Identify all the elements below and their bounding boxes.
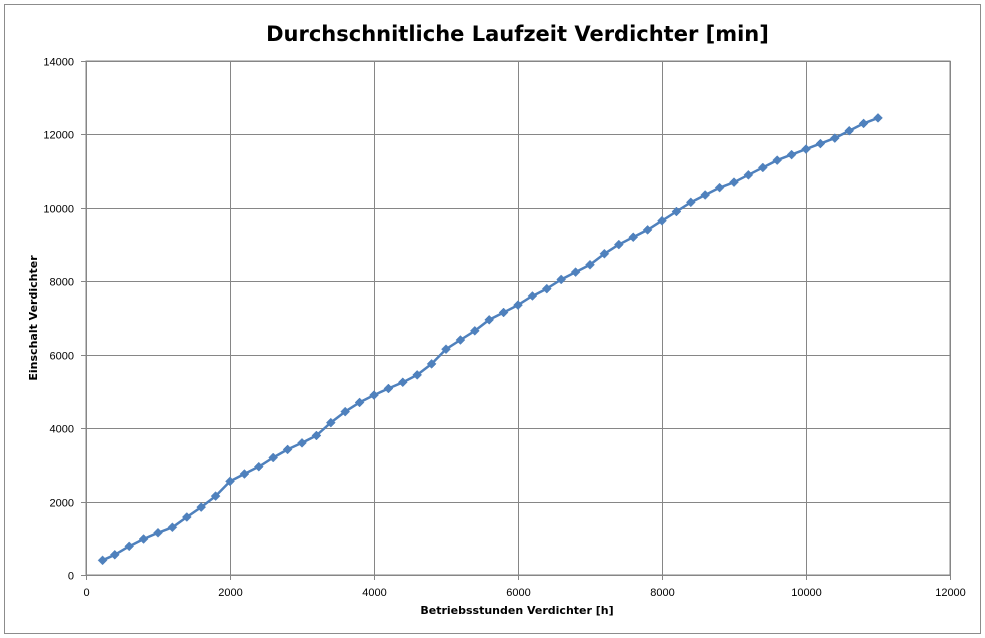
x-tick-label: 0 [83,587,89,599]
data-point [757,162,768,173]
data-point [455,335,466,345]
data-point [426,359,437,369]
data-point [498,307,509,318]
data-point [484,314,495,325]
data-point [153,527,163,538]
y-tick-label: 10000 [43,204,74,216]
data-point [412,370,423,380]
tick-labels: 0 2000 4000 6000 8000 10000 12000 14000 0 2000 400… [43,57,965,600]
x-tick-label: 12000 [935,587,966,599]
data-point [181,512,192,522]
data-point [729,177,739,188]
data-point [225,476,235,487]
data-point [556,274,567,285]
data-point [354,397,365,408]
data-point [873,113,883,123]
data-point [210,491,221,501]
data-point [714,182,725,193]
data-point [383,383,394,394]
data-point [585,259,595,270]
y-tick-label: 14000 [43,57,74,69]
data-point [613,239,624,250]
data-point [527,291,538,301]
data-point [700,190,711,200]
data-point [844,125,855,136]
data-point [671,206,682,217]
chart-title: Durchschnitliche Laufzeit Verdichter [mi… [266,22,769,46]
data-point [858,118,869,129]
data-point [829,133,840,143]
x-tick-label: 10000 [791,587,822,599]
data-point [239,469,250,479]
data-point [369,390,379,400]
data-point [167,522,178,533]
data-point [685,197,696,208]
data-point [513,300,523,311]
y-tick-label: 6000 [50,351,74,363]
data-point [311,430,322,441]
y-tick-label: 2000 [50,498,74,510]
data-point [786,149,797,160]
data-point [109,549,120,560]
y-tick-label: 0 [68,571,74,583]
data-point [628,232,639,243]
data-point [469,325,480,336]
x-tick-label: 6000 [506,587,530,599]
data-point [570,267,581,277]
data-point [253,461,264,472]
data-point [541,283,552,294]
data-point [138,534,149,544]
y-tick-label: 12000 [43,130,74,142]
data-point [268,452,279,463]
series-line [102,116,879,562]
x-tick-label: 2000 [218,587,242,599]
data-point [772,155,783,165]
data-point [441,344,451,355]
data-series [97,113,883,566]
data-point [297,437,307,448]
data-point [97,555,108,566]
data-point [397,377,408,388]
data-point [325,417,336,428]
data-point [801,144,811,154]
data-point [657,215,667,226]
data-point [196,502,207,512]
data-point [124,541,135,552]
data-point [340,406,351,417]
grid-lines [81,60,951,580]
y-axis-title: Einschalt Verdichter [27,255,40,381]
data-point [599,248,610,259]
x-tick-label: 4000 [362,587,386,599]
x-axis-title: Betriebsstunden Verdichter [h] [420,604,613,617]
data-point [743,169,754,180]
data-point [282,444,293,455]
y-tick-label: 4000 [50,424,74,436]
data-point [815,138,826,149]
y-tick-label: 8000 [50,277,74,289]
data-point [642,225,653,235]
x-tick-label: 8000 [650,587,674,599]
